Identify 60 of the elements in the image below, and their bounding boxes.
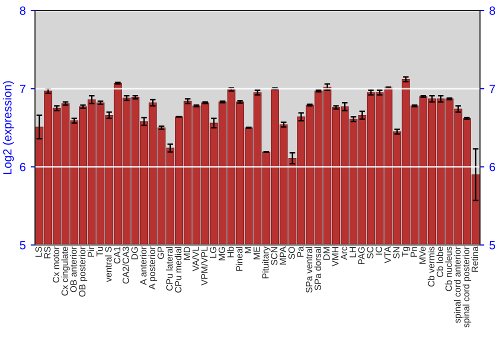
x-tick-label: CA1 xyxy=(114,246,120,264)
x-tick-label: Cb nucleus xyxy=(445,246,452,292)
x-tick-label: VMH xyxy=(332,247,338,266)
x-tick-label: Hb xyxy=(227,246,234,258)
x-tick-label: CPu lateral xyxy=(166,246,173,291)
x-tick-label: ventral S xyxy=(104,246,112,282)
x-tick-label: Cb vermis xyxy=(428,246,434,287)
y-tick-label: 8 xyxy=(20,6,26,15)
x-tick-label: Pir xyxy=(88,246,94,257)
x-tick-label: Pineal xyxy=(236,246,242,271)
x-tick-label: CPu medial xyxy=(174,246,182,293)
x-tick-label: spinal cord posterior xyxy=(462,246,472,328)
y-tick-label: 5 xyxy=(20,241,26,250)
y-tick-label: 6 xyxy=(20,162,26,172)
x-tick-label: SCN xyxy=(270,247,278,266)
x-tick-label: VTA xyxy=(384,246,391,264)
x-tick-label: CA2/CA3 xyxy=(122,246,130,284)
x-tick-label: Tu xyxy=(96,246,103,256)
y-tick-label: 7 xyxy=(20,84,26,93)
x-tick-label: OB anterior xyxy=(70,246,77,292)
x-tick-label: LS xyxy=(35,246,42,257)
x-tick-label: MD xyxy=(184,246,190,260)
y2-tick-label: 6 xyxy=(490,162,496,172)
x-tick-label: A anterior xyxy=(140,246,146,286)
x-tick-label: IC xyxy=(376,246,382,255)
x-tick-label: MG xyxy=(218,247,226,260)
x-tick-label: MVe xyxy=(419,246,426,264)
x-tick-label: DG xyxy=(131,247,138,260)
x-tick-label: VA/VL xyxy=(192,246,199,272)
x-tick-label: M xyxy=(244,247,252,254)
x-tick-label: SPa dorsal xyxy=(314,246,321,290)
x-tick-label: ME xyxy=(254,246,260,260)
x-tick-label: PAG xyxy=(358,247,365,264)
x-tick-label: GP xyxy=(158,246,164,259)
y2-tick-label: 7 xyxy=(490,84,495,93)
x-tick-label: Pn xyxy=(410,246,417,257)
x-tick-label: SC xyxy=(366,246,374,259)
x-tick-label: Pituitary xyxy=(262,246,270,278)
x-tick-label: LH xyxy=(350,247,356,258)
x-tick-label: RS xyxy=(44,246,51,258)
x-tick-label: DM xyxy=(323,247,330,260)
x-tick-label: Cx motor xyxy=(52,246,60,283)
x-tick-label: SO xyxy=(288,246,295,260)
x-tick-label: OB posterior xyxy=(78,246,88,297)
x-tick-label: VPM/VPL xyxy=(200,246,208,286)
x-tick-label: LG xyxy=(210,247,216,258)
x-tick-label: SPa ventral xyxy=(306,246,312,293)
x-tick-label: Cx cingulate xyxy=(61,246,70,296)
x-tick-label: A posterior xyxy=(148,246,157,290)
x-tick-label: Tg xyxy=(402,246,410,257)
x-tick-label: MPA xyxy=(280,246,286,265)
y-axis-title: Log2 (expression) xyxy=(2,81,14,174)
x-tick-label: Arc xyxy=(340,246,348,260)
y2-tick-label: 8 xyxy=(490,6,496,15)
y2-tick-label: 5 xyxy=(490,241,496,250)
x-tick-label: spinal cord anterior xyxy=(454,246,462,323)
x-tick-label: SN xyxy=(393,247,400,259)
x-tick-label: Pa xyxy=(297,246,304,257)
x-tick-label: Cb lobe xyxy=(436,246,444,278)
x-tick-label: Retina xyxy=(471,246,478,272)
